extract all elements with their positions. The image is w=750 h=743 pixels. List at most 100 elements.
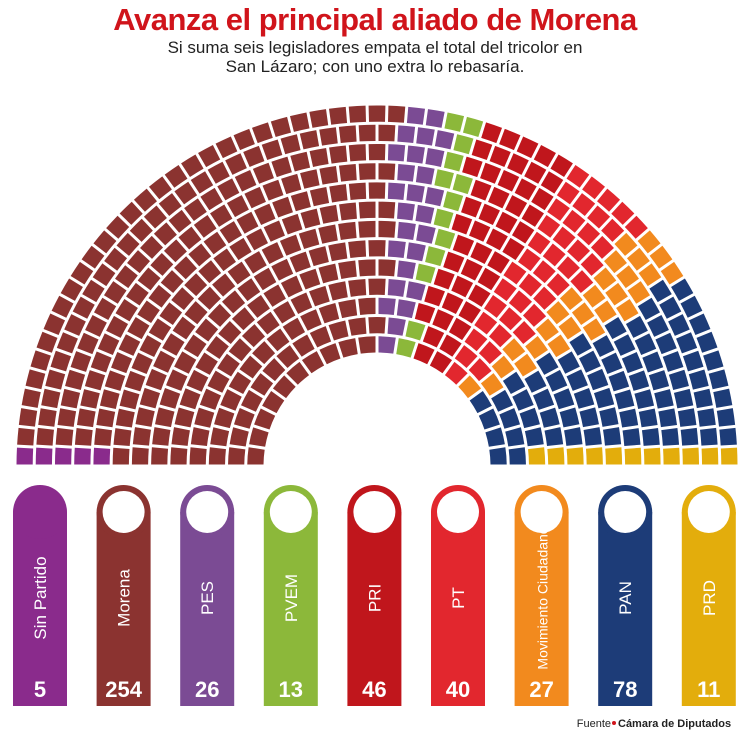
seat (150, 252, 174, 276)
seat (485, 427, 505, 447)
seat (262, 358, 286, 382)
seat (126, 282, 149, 306)
seat (626, 247, 650, 271)
seat (550, 154, 573, 177)
seat (433, 268, 455, 290)
seat (290, 292, 313, 315)
seat (499, 408, 521, 429)
seat (292, 334, 315, 357)
seat (290, 151, 311, 172)
seat-count: 254 (105, 677, 142, 702)
header: Avanza el principal aliado de Morena Si … (0, 2, 750, 76)
party-badge (13, 485, 67, 539)
seat (203, 231, 227, 255)
seat (505, 195, 528, 218)
seat (93, 447, 111, 465)
seat (522, 303, 547, 327)
seat (592, 335, 615, 357)
seat (590, 235, 614, 259)
seat (719, 427, 737, 446)
seat (198, 145, 221, 168)
seat (544, 427, 564, 446)
seat (65, 369, 86, 390)
seat (553, 388, 575, 410)
seat (580, 252, 604, 276)
seat (273, 301, 296, 324)
party-logo (437, 491, 479, 533)
seat (703, 350, 724, 371)
seat (104, 247, 128, 271)
seat (207, 303, 232, 327)
seat (45, 369, 66, 390)
seat (319, 127, 338, 146)
seat (524, 427, 544, 447)
seat (118, 334, 141, 356)
seat (184, 198, 207, 222)
seat (220, 389, 242, 411)
seat (461, 196, 482, 218)
seat (533, 145, 556, 168)
seat (270, 116, 292, 137)
seat (168, 209, 192, 233)
party-column (13, 512, 67, 706)
seat (115, 408, 135, 428)
seat (444, 112, 465, 132)
party-column (681, 512, 736, 706)
seat (470, 179, 492, 201)
seat (502, 237, 525, 261)
party-name: PVEM (282, 574, 301, 622)
seat (688, 313, 711, 336)
seat (193, 215, 217, 238)
seat (298, 228, 320, 250)
seat (153, 222, 177, 246)
chart-subtitle: Si suma seis legisladores empata el tota… (167, 38, 583, 76)
seat (171, 427, 190, 446)
seat (508, 447, 526, 465)
seat (234, 170, 257, 192)
seat (502, 371, 526, 395)
seat (468, 284, 491, 307)
seat (197, 286, 221, 310)
seat (217, 178, 240, 201)
seat (261, 242, 284, 264)
seat (184, 301, 208, 325)
seat (493, 278, 517, 302)
seat (405, 320, 426, 341)
seat (566, 165, 590, 188)
seat (604, 317, 627, 340)
party-column (180, 512, 235, 706)
seat (638, 263, 662, 287)
seat (358, 201, 376, 219)
seat (613, 334, 636, 356)
seat (429, 351, 453, 374)
seat (90, 351, 112, 373)
seat (116, 232, 140, 256)
seat (539, 407, 560, 428)
seat (693, 388, 713, 409)
seat (458, 301, 481, 324)
seat (244, 251, 267, 274)
seat (708, 369, 729, 390)
seat (276, 345, 300, 368)
seat (17, 427, 35, 446)
seat (587, 205, 611, 229)
seat (536, 352, 559, 375)
seat (682, 447, 700, 465)
seat (195, 318, 219, 342)
seat (491, 355, 515, 379)
seat (519, 407, 540, 429)
seat (300, 169, 320, 189)
seat (16, 447, 34, 465)
seat (648, 370, 670, 391)
seat (319, 343, 341, 365)
seat (281, 213, 303, 235)
seat (474, 311, 498, 335)
seat (454, 345, 478, 368)
seat (638, 408, 658, 428)
seat (252, 162, 274, 184)
seat (671, 278, 694, 301)
seat (166, 369, 188, 391)
seat (289, 251, 311, 273)
seat (556, 181, 580, 205)
